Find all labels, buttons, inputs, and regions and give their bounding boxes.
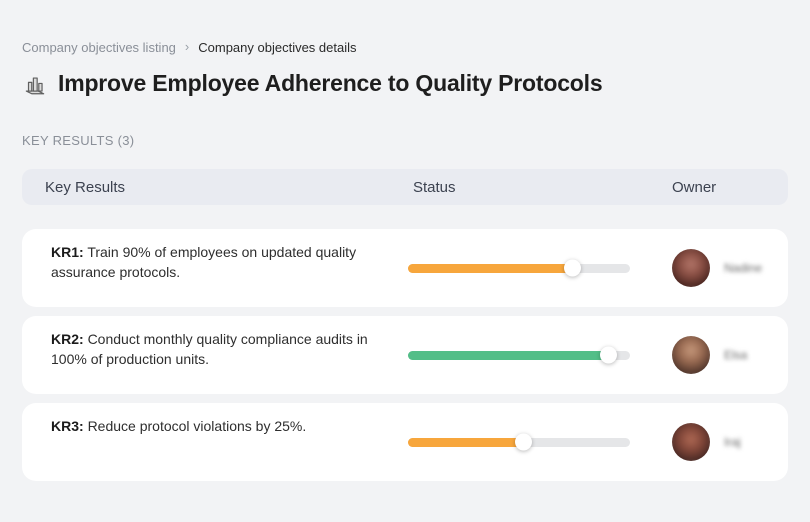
kr1-progress-fill <box>408 259 582 277</box>
key-results-count-label: KEY RESULTS (3) <box>22 133 135 148</box>
kr2-description: KR2: Conduct monthly quality compliance … <box>51 316 383 394</box>
column-header-key-results: Key Results <box>45 178 126 196</box>
kr2-slider-handle[interactable] <box>599 346 617 364</box>
kr3-owner-avatar <box>672 423 710 461</box>
title-row: Improve Employee Adherence to Quality Pr… <box>22 70 788 97</box>
kr3-description: KR3: Reduce protocol violations by 25%. <box>51 403 383 481</box>
kr2-status-cell <box>408 316 672 394</box>
kr2-progress-fill <box>408 346 617 364</box>
kr1-status-cell <box>408 229 672 307</box>
key-results-list: KR1: Train 90% of employees on updated q… <box>22 229 788 481</box>
key-result-row-kr3[interactable]: KR3: Reduce protocol violations by 25%. … <box>22 403 788 481</box>
page-title: Improve Employee Adherence to Quality Pr… <box>58 70 603 96</box>
bar-chart-buildings-icon <box>22 71 48 97</box>
key-result-row-kr2[interactable]: KR2: Conduct monthly quality compliance … <box>22 316 788 394</box>
kr2-label: KR2: <box>51 331 84 347</box>
kr1-owner-name: Nadine <box>724 261 763 275</box>
kr3-progress-track[interactable] <box>408 433 630 451</box>
objective-details-page: Company objectives listing › Company obj… <box>22 39 788 481</box>
kr1-label: KR1: <box>51 244 84 260</box>
table-header: Key Results Status Owner <box>22 169 788 205</box>
kr3-owner-cell: Iraj <box>672 403 788 481</box>
kr2-owner-cell: Elsa <box>672 316 788 394</box>
breadcrumb: Company objectives listing › Company obj… <box>22 39 788 55</box>
kr1-text: Train 90% of employees on updated qualit… <box>51 244 357 280</box>
kr3-text: Reduce protocol violations by 25%. <box>87 418 307 434</box>
column-header-status: Status <box>413 178 456 196</box>
kr1-owner-avatar <box>672 249 710 287</box>
kr1-owner-cell: Nadine <box>672 229 788 307</box>
kr1-description: KR1: Train 90% of employees on updated q… <box>51 229 383 307</box>
breadcrumb-item-details: Company objectives details <box>198 40 357 55</box>
chevron-right-icon: › <box>184 39 190 54</box>
kr3-label: KR3: <box>51 418 84 434</box>
kr2-owner-avatar <box>672 336 710 374</box>
kr3-progress-fill <box>408 433 533 451</box>
kr3-slider-handle[interactable] <box>515 433 533 451</box>
kr3-owner-name: Iraj <box>724 435 741 449</box>
column-header-owner: Owner <box>672 178 717 196</box>
kr2-text: Conduct monthly quality compliance audit… <box>51 331 368 367</box>
kr1-progress-track[interactable] <box>408 259 630 277</box>
breadcrumb-item-listing[interactable]: Company objectives listing <box>22 40 176 55</box>
kr3-status-cell <box>408 403 672 481</box>
kr1-slider-handle[interactable] <box>564 259 582 277</box>
key-result-row-kr1[interactable]: KR1: Train 90% of employees on updated q… <box>22 229 788 307</box>
kr2-owner-name: Elsa <box>724 348 748 362</box>
kr2-progress-track[interactable] <box>408 346 630 364</box>
